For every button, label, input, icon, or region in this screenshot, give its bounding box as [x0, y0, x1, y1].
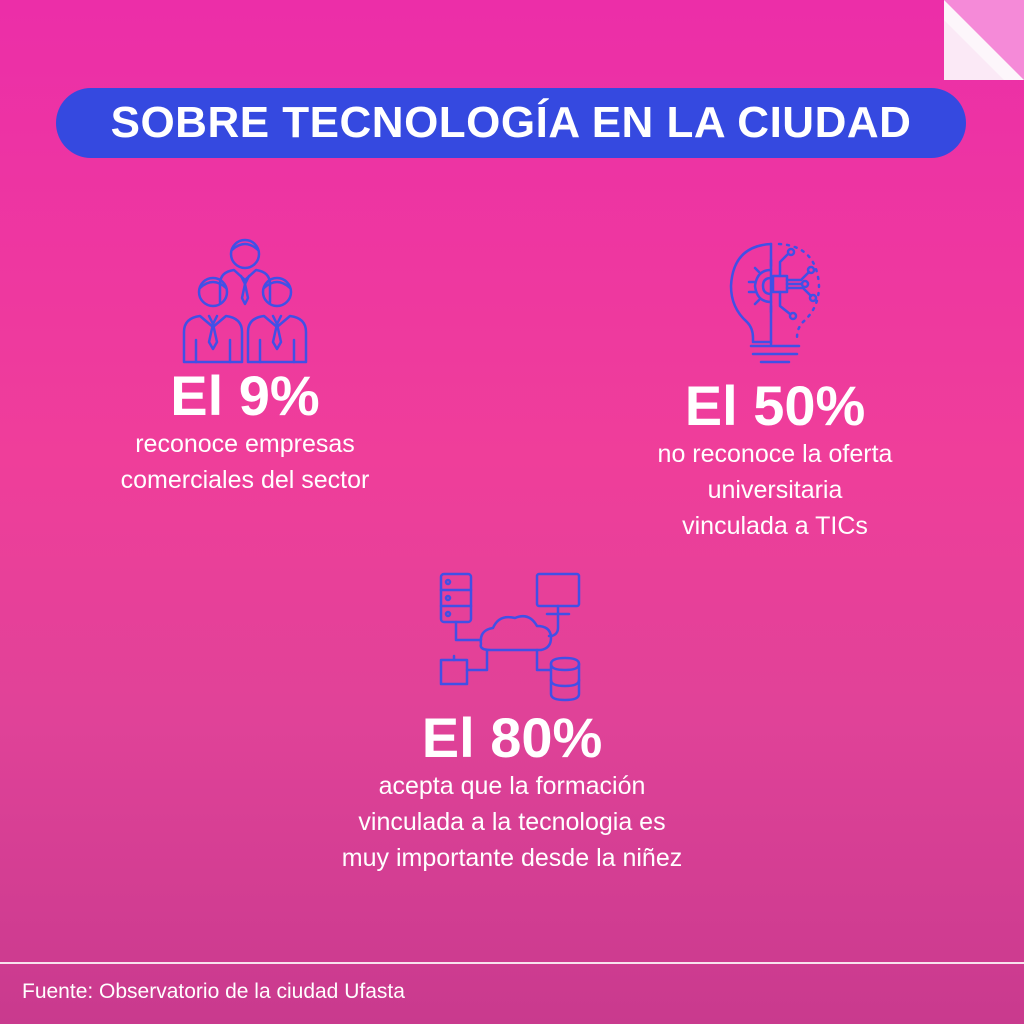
stat-description-line: acepta que la formación	[378, 772, 646, 800]
tech-lightbulb-gear-icon	[729, 242, 821, 364]
stat-value-2: El 50%	[684, 374, 866, 437]
stat-description-3: acepta que la formación vinculada a la t…	[262, 768, 762, 876]
stat-description-line: muy importante desde la niñez	[341, 844, 683, 872]
stat-description-2: no reconoce la oferta universitaria vinc…	[600, 436, 950, 544]
business-team-icon	[182, 238, 308, 364]
stat-description-line: comerciales del sector	[120, 466, 370, 494]
footer-divider	[0, 962, 1024, 964]
folded-corner-icon	[944, 0, 1024, 80]
stat-block-1: El 9% reconoce empresas comerciales del …	[70, 232, 420, 498]
stat-description-line: universitaria	[707, 476, 843, 504]
page-title: SOBRE TECNOLOGÍA EN LA CIUDAD	[110, 98, 912, 147]
stat-description-line: vinculada a TICs	[682, 512, 868, 540]
stat-description-line: no reconoce la oferta	[657, 440, 893, 468]
stat-description-1: reconoce empresas comerciales del sector	[70, 426, 420, 498]
source-credit: Fuente: Observatorio de la ciudad Ufasta	[22, 980, 405, 1003]
stat-description-line: vinculada a la tecnologia es	[358, 808, 666, 836]
stat-value-1: El 9%	[170, 364, 320, 427]
stat-block-2: El 50% no reconoce la oferta universitar…	[600, 232, 950, 544]
stat-value-3: El 80%	[421, 706, 603, 769]
title-banner: SOBRE TECNOLOGÍA EN LA CIUDAD	[56, 88, 966, 158]
stat-block-3: El 80% acepta que la formación vinculada…	[262, 568, 762, 876]
cloud-network-icon	[439, 572, 581, 702]
stat-description-line: reconoce empresas	[135, 430, 355, 458]
